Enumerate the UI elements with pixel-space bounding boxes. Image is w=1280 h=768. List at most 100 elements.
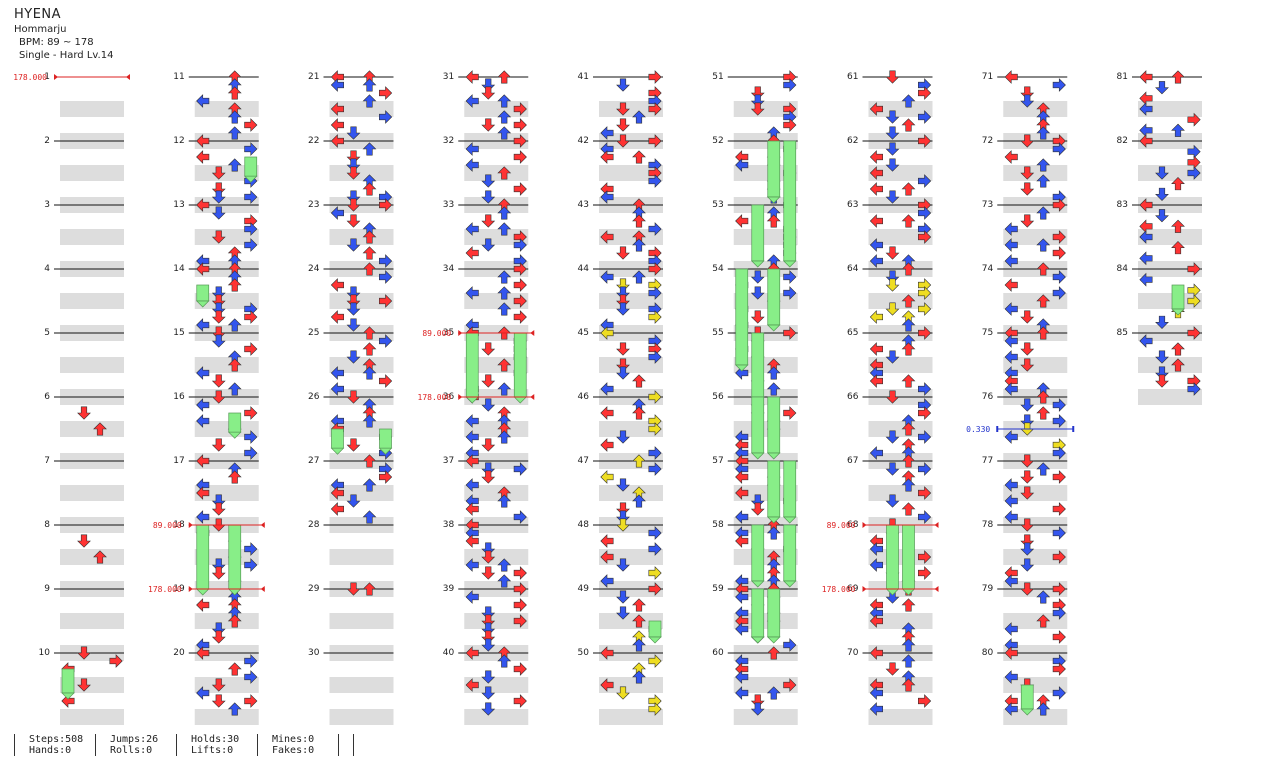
measure-number: 18 [173, 520, 185, 530]
down-arrow-note [481, 470, 496, 484]
left-arrow-note [600, 438, 614, 452]
up-arrow-note [227, 318, 242, 332]
left-arrow-note [1004, 382, 1018, 396]
beat-stripe [1138, 229, 1202, 245]
left-arrow-note [1004, 622, 1018, 636]
up-arrow-note [901, 678, 916, 692]
beat-stripe [1003, 229, 1068, 245]
right-arrow-note [648, 446, 662, 460]
down-arrow-note [885, 494, 900, 508]
left-arrow-note [1004, 430, 1018, 444]
measure-number: 40 [443, 648, 455, 658]
measure-number: 65 [847, 328, 858, 338]
left-arrow-note [465, 246, 479, 260]
beat-stripe [464, 549, 529, 565]
left-arrow-note [330, 486, 344, 500]
hold-body [751, 588, 765, 638]
hold-body [767, 396, 781, 454]
left-arrow-note [330, 382, 344, 396]
beat-stripe [1003, 357, 1068, 373]
down-arrow-note [211, 566, 226, 580]
left-arrow-note [1139, 198, 1153, 212]
hold-body [751, 332, 765, 398]
down-arrow-note [481, 342, 496, 356]
left-arrow-note [465, 70, 479, 84]
beat-stripe [868, 677, 933, 693]
hold-tail [330, 447, 345, 455]
down-arrow-note [885, 350, 900, 364]
down-arrow-note [750, 86, 765, 100]
measure-number: 83 [1117, 200, 1128, 210]
left-arrow-note [196, 646, 210, 660]
right-arrow-note [379, 294, 393, 308]
beat-stripe [329, 357, 394, 373]
up-arrow-note [632, 638, 646, 652]
right-arrow-note [244, 670, 258, 684]
stat-cell: Holds:30 Lifts:0 [176, 734, 257, 756]
up-arrow-note [497, 430, 512, 444]
up-arrow-note [1171, 241, 1185, 255]
stop-label: 0.330 [966, 425, 990, 434]
right-arrow-note [513, 662, 527, 676]
left-arrow-note [196, 398, 210, 412]
beat-stripe [733, 165, 798, 181]
right-arrow-note [244, 446, 258, 460]
beat-stripe [1003, 117, 1067, 133]
hold-body [783, 140, 797, 262]
down-arrow-note [1020, 358, 1035, 372]
beat-stripe [733, 485, 798, 501]
beat-stripe [329, 229, 394, 245]
up-arrow-note [227, 158, 242, 172]
beat-stripe [464, 229, 529, 245]
measure-number: 2 [44, 136, 50, 146]
left-arrow-note [196, 94, 210, 108]
up-arrow-note [362, 94, 377, 108]
down-arrow-note [346, 190, 361, 204]
left-arrow-note [600, 550, 614, 564]
beat-stripe [194, 421, 259, 437]
left-arrow-note [465, 454, 479, 468]
right-arrow-note [513, 510, 527, 524]
down-arrow-note [346, 198, 361, 212]
right-arrow-note [783, 78, 797, 92]
left-arrow-note [465, 414, 479, 428]
left-arrow-note [600, 230, 614, 244]
up-arrow-note [227, 614, 242, 628]
right-arrow-note [918, 86, 932, 100]
right-arrow-note [1052, 398, 1066, 412]
beat-stripe [60, 565, 124, 581]
left-arrow-note [600, 126, 614, 140]
left-arrow-note [1004, 646, 1018, 660]
down-arrow-note [1020, 486, 1035, 500]
down-arrow-note [885, 430, 900, 444]
up-arrow-note [227, 662, 242, 676]
down-arrow-note [481, 670, 496, 684]
hold-body [767, 588, 781, 638]
down-arrow-note [750, 286, 765, 300]
left-arrow-note [1004, 494, 1018, 508]
measure-number: 13 [173, 200, 184, 210]
up-arrow-note [766, 646, 781, 660]
down-arrow-note [77, 678, 91, 692]
left-arrow-note [735, 486, 749, 500]
down-arrow-note [1020, 214, 1035, 228]
beat-stripe [60, 405, 124, 421]
left-arrow-note [1004, 70, 1018, 84]
measure-number: 81 [1117, 72, 1128, 82]
hold-body [379, 428, 392, 449]
down-arrow-note [885, 462, 900, 476]
beat-stripe [1138, 389, 1202, 405]
beat-stripe [329, 613, 394, 629]
right-arrow-note [1052, 198, 1066, 212]
measure-number: 30 [308, 648, 320, 658]
bpm-change-label: 89.000 [422, 329, 451, 338]
right-arrow-note [379, 110, 393, 124]
right-arrow-note [244, 542, 258, 556]
hold-body [244, 156, 258, 177]
hold-body [751, 524, 765, 582]
left-arrow-note [600, 678, 614, 692]
beat-stripe [599, 485, 663, 501]
up-arrow-note [1036, 262, 1051, 276]
left-arrow-note [1004, 510, 1018, 524]
up-arrow-note [227, 86, 242, 100]
